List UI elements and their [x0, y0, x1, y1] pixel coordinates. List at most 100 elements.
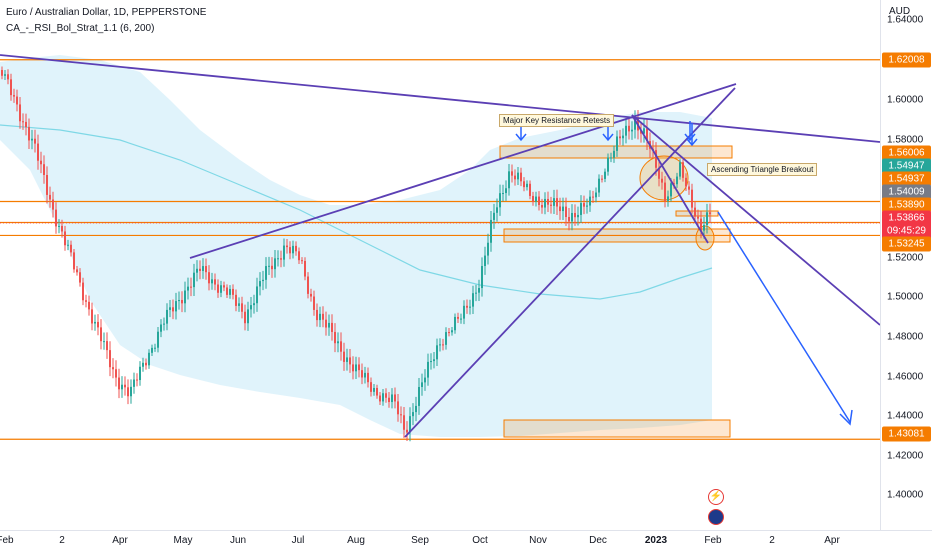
candle-body: [259, 281, 261, 287]
candle-body: [562, 206, 564, 212]
candle-body: [496, 207, 498, 213]
price-tick: 1.50000: [887, 291, 924, 303]
candle-body: [490, 219, 492, 243]
price-tag[interactable]: 1.54937: [882, 171, 931, 187]
price-tag[interactable]: 1.53245: [882, 236, 931, 252]
candle-body: [130, 386, 132, 397]
candle-body: [289, 247, 291, 254]
candle-body: [406, 429, 408, 433]
price-tag-value: 1.54937: [888, 173, 925, 185]
ascending-resistance-line: [189, 83, 737, 259]
candle-body: [181, 299, 183, 304]
candle-body: [295, 245, 297, 252]
zone-box: [503, 228, 731, 243]
symbol-title[interactable]: Euro / Australian Dollar, 1D, PEPPERSTON…: [6, 7, 207, 18]
price-tick: 1.44000: [887, 410, 924, 422]
zone-box: [675, 210, 719, 217]
candle-body: [589, 196, 591, 206]
candle-body: [64, 231, 66, 246]
time-axis[interactable]: Feb 2 Apr May Jun Jul Aug Sep Oct Nov Dec 2023 Feb 2 A…: [0, 530, 932, 551]
candle-body: [19, 104, 21, 122]
candle-body: [628, 125, 630, 132]
candle-body: [547, 198, 549, 205]
candle-body: [709, 212, 711, 215]
time-tick: Aug: [347, 535, 365, 546]
candle-body: [541, 205, 543, 208]
time-tick: May: [173, 535, 193, 546]
candle-body: [262, 279, 264, 282]
candle-body: [247, 309, 249, 324]
price-tick: 1.40000: [887, 489, 924, 501]
candle-body: [94, 321, 96, 324]
price-tick: 1.42000: [887, 450, 924, 462]
candle-body: [310, 293, 312, 297]
candle-body: [370, 382, 372, 392]
candle-body: [415, 405, 417, 413]
candle-body: [451, 330, 453, 333]
price-tag-value: 1.53866: [888, 212, 925, 224]
price-tag[interactable]: 1.53866 09:45:29: [882, 210, 931, 240]
candle-body: [640, 130, 642, 134]
projection-arrowhead: [839, 409, 853, 426]
candle-body: [520, 172, 522, 182]
candle-body: [658, 167, 660, 179]
candle-body: [535, 196, 537, 202]
candle-body: [205, 266, 207, 273]
price-chart[interactable]: [0, 0, 880, 530]
candle-body: [367, 372, 369, 383]
candle-body: [124, 384, 126, 388]
candle-body: [34, 138, 36, 144]
candle-body: [106, 341, 108, 351]
candle-body: [664, 182, 666, 201]
price-tag[interactable]: 1.54947: [882, 158, 931, 174]
candle-body: [604, 171, 606, 179]
lightning-icon[interactable]: ⚡: [708, 489, 724, 505]
candle-body: [532, 195, 534, 202]
candle-body: [235, 294, 237, 306]
candle-body: [571, 212, 573, 222]
time-tick: 2023: [644, 535, 668, 546]
candle-body: [91, 309, 93, 324]
candle-body: [112, 367, 114, 370]
indicator-label[interactable]: CA_-_RSI_Bol_Strat_1.1 (6, 200): [6, 23, 155, 34]
price-axis[interactable]: AUD 1.64000 1.60000 1.58000 1.52000 1.50000 1…: [880, 0, 932, 530]
candle-body: [322, 313, 324, 320]
candle-body: [175, 301, 177, 312]
price-tag[interactable]: 1.43081: [882, 426, 931, 442]
price-tag[interactable]: 1.53890: [882, 197, 931, 213]
candle-body: [634, 118, 636, 130]
price-tag-value: 1.54009: [888, 186, 925, 198]
candle-body: [361, 370, 363, 378]
price-tag-value: 1.56006: [888, 147, 925, 159]
candle-body: [253, 303, 255, 306]
candle-body: [355, 364, 357, 372]
ascending-support-line: [404, 87, 736, 438]
candle-body: [151, 347, 153, 353]
triangle-note[interactable]: Ascending Triangle Breakout: [707, 163, 818, 176]
candle-body: [646, 128, 648, 142]
price-tag[interactable]: 1.56006: [882, 145, 931, 161]
candle-body: [691, 189, 693, 208]
candle-body: [304, 260, 306, 277]
candle-body: [514, 175, 516, 180]
candle-body: [472, 293, 474, 307]
candle-body: [166, 309, 168, 324]
candle-body: [337, 341, 339, 344]
chart-pane[interactable]: Euro / Australian Dollar, 1D, PEPPERSTON…: [0, 0, 880, 530]
candle-body: [424, 377, 426, 383]
candle-body: [643, 128, 645, 134]
candle-body: [82, 282, 84, 301]
candle-body: [268, 265, 270, 267]
price-tick: 1.46000: [887, 371, 924, 383]
price-tick: 1.52000: [887, 252, 924, 264]
event-flag-icon[interactable]: [708, 509, 724, 525]
price-tag[interactable]: 1.54009: [882, 184, 931, 200]
time-tick: 2: [769, 535, 775, 546]
candle-body: [133, 379, 135, 387]
resistance-note[interactable]: Major Key Resistance Retests: [499, 114, 615, 127]
candle-body: [574, 212, 576, 218]
candle-body: [229, 288, 231, 295]
price-tag[interactable]: 1.62008: [882, 52, 931, 68]
candle-body: [358, 364, 360, 371]
candle-body: [301, 260, 303, 262]
